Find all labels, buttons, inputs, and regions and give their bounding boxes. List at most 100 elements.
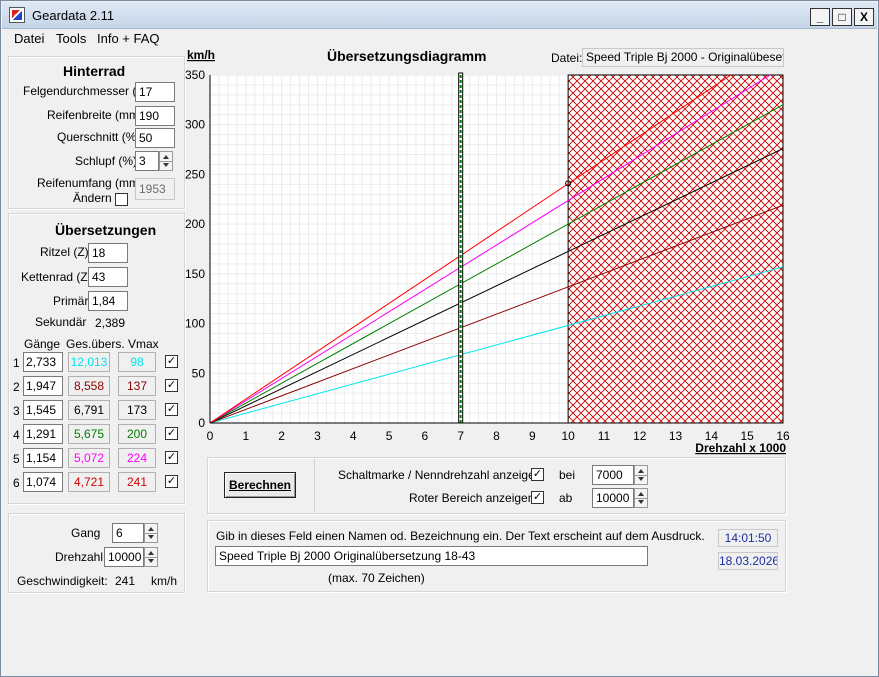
gear-total: 4,721 bbox=[68, 472, 110, 492]
gear-total: 12,013 bbox=[68, 352, 110, 372]
x-axis-label: Drehzahl x 1000 bbox=[695, 441, 786, 455]
x-tick-label: 11 bbox=[598, 429, 611, 443]
menu-tools[interactable]: Tools bbox=[56, 31, 87, 46]
felge-label: Felgendurchmesser (") bbox=[23, 84, 145, 98]
date-display: 18.03.2026 bbox=[718, 552, 778, 570]
gang-spinner[interactable] bbox=[144, 523, 158, 543]
gear-ratio-input[interactable]: 1,947 bbox=[23, 376, 63, 396]
y-tick-label: 0 bbox=[198, 416, 205, 430]
gear-num: 3 bbox=[13, 404, 20, 418]
gear-checkbox[interactable]: ✓ bbox=[165, 427, 178, 440]
gear-checkbox[interactable]: ✓ bbox=[165, 403, 178, 416]
breite-input[interactable]: 190 bbox=[135, 106, 175, 126]
ab-label: ab bbox=[559, 491, 573, 505]
primaer-input[interactable]: 1,84 bbox=[88, 291, 128, 311]
y-tick-label: 200 bbox=[185, 217, 205, 231]
aendern-checkbox[interactable] bbox=[115, 193, 128, 206]
gear-ratio-input[interactable]: 1,074 bbox=[23, 472, 63, 492]
gear-vmax: 137 bbox=[118, 376, 156, 396]
hinterrad-title: Hinterrad bbox=[63, 63, 126, 79]
col-vmax: Vmax bbox=[128, 337, 159, 351]
note-group: Gib in dieses Feld einen Namen od. Bezei… bbox=[207, 520, 786, 592]
gear-total: 8,558 bbox=[68, 376, 110, 396]
gear-num: 5 bbox=[13, 452, 20, 466]
speed-point-marker bbox=[565, 180, 572, 187]
y-tick-label: 300 bbox=[185, 118, 205, 132]
kettenrad-label: Kettenrad (Z) bbox=[21, 270, 92, 284]
maximize-button[interactable]: □ bbox=[832, 8, 852, 26]
felge-input[interactable]: 17 bbox=[135, 82, 175, 102]
geschw-label: Geschwindigkeit: bbox=[17, 574, 108, 588]
roter-checkbox[interactable]: ✓ bbox=[531, 491, 544, 504]
bei-spinner[interactable] bbox=[634, 465, 648, 485]
gear-total: 6,791 bbox=[68, 400, 110, 420]
gang-label: Gang bbox=[71, 526, 101, 540]
file-label: Datei: bbox=[551, 51, 583, 65]
x-tick-label: 6 bbox=[422, 429, 429, 443]
kettenrad-input[interactable]: 43 bbox=[88, 267, 128, 287]
breite-label: Reifenbreite (mm) bbox=[47, 108, 144, 122]
menu-info-faq[interactable]: Info + FAQ bbox=[97, 31, 160, 46]
chart-title: Übersetzungsdiagramm bbox=[327, 48, 487, 64]
primaer-label: Primär bbox=[53, 294, 89, 308]
gear-vmax: 173 bbox=[118, 400, 156, 420]
berechnen-button[interactable]: Berechnen bbox=[224, 472, 296, 498]
time-display: 14:01:50 bbox=[718, 529, 778, 547]
gear-ratio-input[interactable]: 1,154 bbox=[23, 448, 63, 468]
ab-spinner[interactable] bbox=[634, 488, 648, 508]
gear-checkbox[interactable]: ✓ bbox=[165, 451, 178, 464]
drehzahl-spinner[interactable] bbox=[144, 547, 158, 567]
uebersetzungen-title: Übersetzungen bbox=[55, 222, 157, 238]
gear-ratio-input[interactable]: 1,291 bbox=[23, 424, 63, 444]
note-hint: Gib in dieses Feld einen Namen od. Bezei… bbox=[216, 529, 705, 543]
y-axis-label: km/h bbox=[187, 48, 215, 62]
hinterrad-group: Hinterrad Felgendurchmesser (") 17 Reife… bbox=[8, 56, 185, 209]
y-tick-label: 100 bbox=[185, 317, 205, 331]
drehzahl-input[interactable]: 10000 bbox=[104, 547, 144, 567]
geschw-unit: km/h bbox=[151, 574, 178, 588]
series-line-gear-2 bbox=[210, 204, 783, 423]
schlupf-input[interactable]: 3 bbox=[135, 151, 159, 171]
close-button[interactable]: X bbox=[854, 8, 874, 26]
col-ges: Ges.übers. bbox=[66, 337, 125, 351]
series-line-gear-3 bbox=[210, 148, 783, 423]
menu-bar: Datei Tools Info + FAQ bbox=[2, 29, 877, 49]
x-tick-label: 1 bbox=[242, 429, 249, 443]
gear-total: 5,072 bbox=[68, 448, 110, 468]
red-zone bbox=[567, 74, 784, 424]
sekundaer-value: 2,389 bbox=[95, 316, 126, 330]
ritzel-input[interactable]: 18 bbox=[88, 243, 128, 263]
gear-ratio-input[interactable]: 2,733 bbox=[23, 352, 63, 372]
x-tick-label: 12 bbox=[633, 429, 647, 443]
y-tick-label: 150 bbox=[185, 267, 205, 281]
roter-label: Roter Bereich anzeigen bbox=[409, 491, 535, 505]
schlupf-label: Schlupf (%) bbox=[75, 154, 138, 168]
app-logo-icon bbox=[9, 7, 25, 23]
gear-ratio-input[interactable]: 1,545 bbox=[23, 400, 63, 420]
note-input[interactable]: Speed Triple Bj 2000 Originalübersetzung… bbox=[215, 546, 648, 566]
ab-input[interactable]: 10000 bbox=[592, 488, 634, 508]
schaltmarke-checkbox[interactable]: ✓ bbox=[531, 468, 544, 481]
uebersetzungen-group: Übersetzungen Ritzel (Z) 18 Kettenrad (Z… bbox=[8, 213, 185, 504]
gang-input[interactable]: 6 bbox=[112, 523, 144, 543]
querschnitt-input[interactable]: 50 bbox=[135, 128, 175, 148]
gear-vmax: 241 bbox=[118, 472, 156, 492]
y-tick-label: 250 bbox=[185, 167, 205, 181]
gear-checkbox[interactable]: ✓ bbox=[165, 379, 178, 392]
series-line-gear-1 bbox=[210, 266, 783, 423]
x-tick-label: 9 bbox=[529, 429, 536, 443]
window-title: Geardata 2.11 bbox=[32, 8, 115, 23]
querschnitt-label: Querschnitt (%) bbox=[57, 130, 141, 144]
x-tick-label: 3 bbox=[314, 429, 321, 443]
x-tick-label: 15 bbox=[741, 429, 755, 443]
minimize-button[interactable]: _ bbox=[810, 8, 830, 26]
schlupf-spinner[interactable] bbox=[159, 151, 173, 171]
menu-datei[interactable]: Datei bbox=[14, 31, 45, 46]
title-bar[interactable]: Geardata 2.11 _ □ X bbox=[2, 2, 877, 29]
gear-checkbox[interactable]: ✓ bbox=[165, 475, 178, 488]
bei-input[interactable]: 7000 bbox=[592, 465, 634, 485]
bei-label: bei bbox=[559, 468, 576, 482]
gear-checkbox[interactable]: ✓ bbox=[165, 355, 178, 368]
gear-vmax: 200 bbox=[118, 424, 156, 444]
